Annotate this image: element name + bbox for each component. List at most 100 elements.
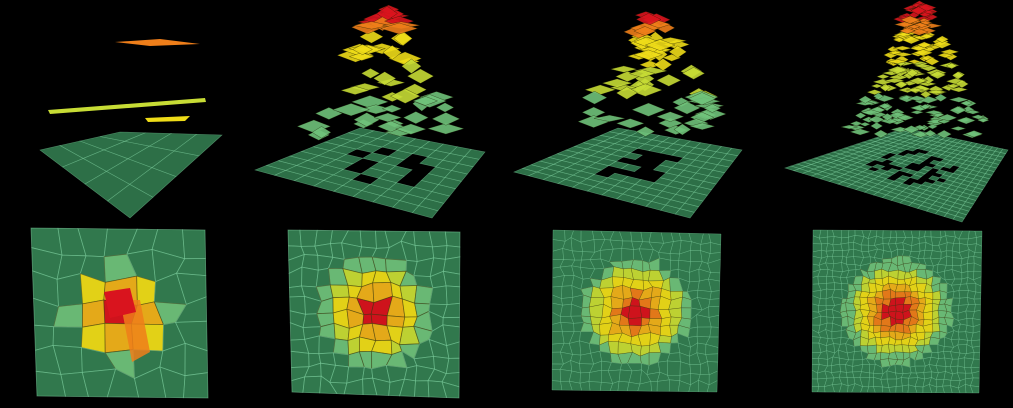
floating-cell [656,74,682,87]
floating-cell [955,79,969,89]
mesh-cell [696,342,707,355]
mesh-cell [621,248,634,262]
mesh-cell [552,331,565,345]
floating-cell [918,12,932,17]
mesh-cell [687,326,698,338]
floating-cell [403,111,429,124]
floating-cell [593,114,626,122]
mesh-cell [301,266,319,288]
mesh-cell [52,326,83,348]
perspective-panel-2 [254,4,486,219]
floating-cell [887,59,907,64]
floating-cell [616,86,638,100]
mesh-cell [817,275,827,285]
floating-cell [924,129,937,137]
floating-cell [340,86,370,95]
floating-cell [907,24,921,29]
floating-cell [653,58,673,71]
floating-cell [929,70,947,79]
mesh-cell [939,290,948,300]
mesh-cell [859,371,870,378]
mesh-cell [841,229,850,239]
mesh-cell [966,256,975,264]
floating-cell [687,92,717,106]
floating-cell [628,83,663,97]
floating-cell [145,116,190,122]
floating-cell [373,112,403,123]
floating-cell [854,112,867,119]
top-view-panel-3 [551,229,722,393]
mesh-cell [551,380,563,391]
floating-cell [115,39,200,46]
floating-cell [673,123,692,136]
mesh-cell [826,282,835,291]
top-view-panel-2 [287,229,461,399]
ground-cell [463,149,486,160]
floating-cell [945,62,958,69]
mesh-cell [860,244,869,252]
floating-cell [964,130,984,138]
floating-cell [925,110,943,115]
mesh-cell [182,229,206,260]
ground-cell [999,148,1009,154]
mesh-cell [429,285,448,306]
floating-cell [952,71,964,80]
floating-cell [332,103,370,117]
mesh-cell [922,311,933,321]
floating-cell [965,109,981,115]
floating-cell [920,90,932,98]
floating-cell [950,126,967,131]
floating-cell [390,88,421,104]
mesh-cell [869,372,874,378]
floating-cell [388,51,422,66]
floating-cell [615,118,645,129]
floating-cell [894,80,908,89]
mesh-cell [952,257,963,266]
mesh-cell [888,386,897,393]
mesh-cell [183,372,209,399]
floating-cell [644,39,676,51]
mesh-cell [332,338,350,356]
floating-cell [348,52,375,61]
mesh-cell [839,363,847,373]
mesh-cell [359,230,377,249]
floating-cell [870,83,884,89]
floating-cell [382,45,402,60]
mesh-cell [705,353,719,363]
floating-cell [936,129,952,139]
floating-cell [920,55,936,62]
floating-cell [901,36,921,45]
mesh-cell [706,380,718,393]
mesh-cell [709,290,720,300]
floating-cell [887,66,908,74]
floating-cell [373,71,397,86]
floating-cell [948,96,970,103]
mesh-cell [973,352,981,360]
floating-cell [581,106,606,118]
floating-cell [860,109,882,116]
mesh-cell [950,305,960,314]
mesh-cell [932,323,941,333]
mesh-cell [930,250,942,260]
floating-cell [581,91,608,105]
mesh-cell [840,242,850,251]
floating-cell [703,103,722,113]
floating-cell [840,124,858,130]
mesh-cell [332,352,350,368]
floating-cell [858,95,872,104]
floating-cell [909,28,929,36]
floating-cell [873,92,884,100]
mesh-cell [669,253,680,261]
mesh-cell [942,378,952,387]
floating-cell [380,22,419,35]
floating-cell [907,95,926,102]
floating-cell [881,113,894,121]
mesh-cell [841,315,849,327]
mesh-cell [428,231,448,248]
mesh-cell [868,377,874,388]
floating-cell [870,122,883,130]
floating-cell [924,57,940,66]
floating-cell [918,81,937,87]
mesh-cell [290,350,310,368]
mesh-cell [854,264,861,270]
